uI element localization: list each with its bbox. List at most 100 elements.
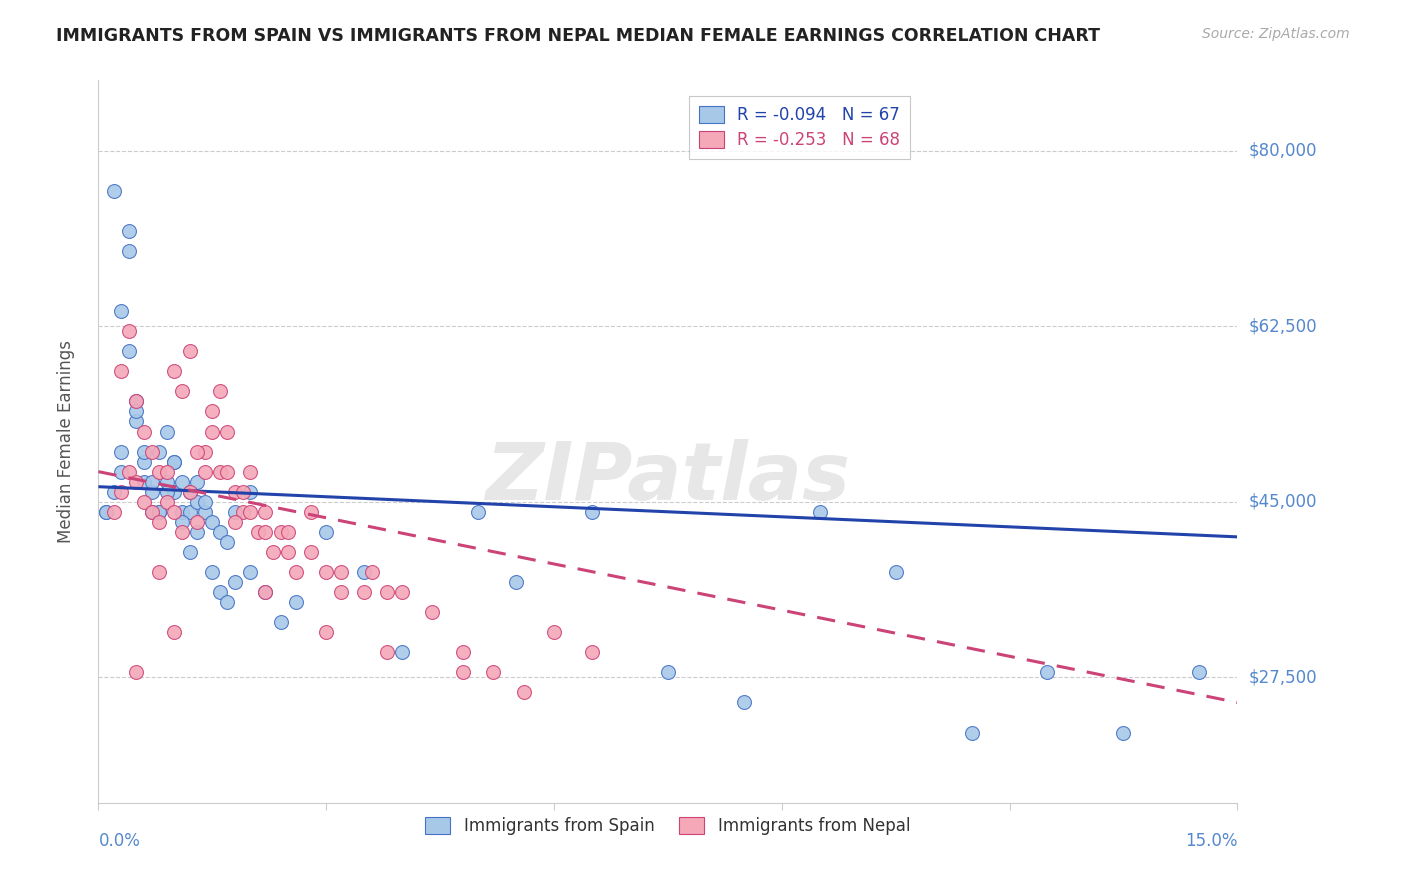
Point xyxy=(132,454,155,469)
Point xyxy=(208,585,231,599)
Point xyxy=(118,224,141,238)
Text: ZIPatlas: ZIPatlas xyxy=(485,439,851,516)
Point xyxy=(186,524,208,539)
Point xyxy=(141,444,163,458)
Point xyxy=(132,425,155,439)
Point xyxy=(103,184,125,198)
Point xyxy=(217,425,239,439)
Point xyxy=(217,465,239,479)
Point xyxy=(239,565,262,579)
Point xyxy=(125,394,148,409)
Point xyxy=(284,595,307,609)
Point xyxy=(277,524,299,539)
Point xyxy=(110,465,132,479)
Point xyxy=(179,344,201,359)
Point xyxy=(451,665,474,680)
Point xyxy=(125,665,148,680)
Point xyxy=(581,505,603,519)
Point xyxy=(353,585,375,599)
Point xyxy=(141,475,163,489)
Point xyxy=(132,444,155,458)
Point xyxy=(217,595,239,609)
Point xyxy=(118,244,141,258)
Point xyxy=(179,505,201,519)
Point xyxy=(163,505,186,519)
Point xyxy=(315,625,337,640)
Point xyxy=(330,565,353,579)
Point xyxy=(186,475,208,489)
Point xyxy=(163,625,186,640)
Point xyxy=(262,545,284,559)
Legend: Immigrants from Spain, Immigrants from Nepal: Immigrants from Spain, Immigrants from N… xyxy=(415,807,921,845)
Point xyxy=(224,484,246,499)
Point xyxy=(118,465,141,479)
Point xyxy=(110,304,132,318)
Point xyxy=(232,484,254,499)
Point xyxy=(125,394,148,409)
Point xyxy=(1112,725,1135,739)
Point xyxy=(224,574,246,589)
Point xyxy=(201,565,224,579)
Point xyxy=(1188,665,1211,680)
Point xyxy=(391,585,413,599)
Point xyxy=(353,565,375,579)
Point xyxy=(156,494,179,508)
Point xyxy=(125,404,148,418)
Point xyxy=(103,505,125,519)
Point xyxy=(512,685,534,699)
Point xyxy=(156,425,179,439)
Text: $27,500: $27,500 xyxy=(1249,668,1317,686)
Y-axis label: Median Female Earnings: Median Female Earnings xyxy=(56,340,75,543)
Point xyxy=(277,545,299,559)
Point xyxy=(170,524,193,539)
Point xyxy=(148,505,170,519)
Point xyxy=(208,465,231,479)
Point xyxy=(201,515,224,529)
Text: $80,000: $80,000 xyxy=(1249,142,1317,160)
Text: Source: ZipAtlas.com: Source: ZipAtlas.com xyxy=(1202,27,1350,41)
Point xyxy=(239,465,262,479)
Point xyxy=(224,505,246,519)
Point xyxy=(201,404,224,418)
Point xyxy=(422,605,444,619)
Point xyxy=(208,524,231,539)
Point xyxy=(360,565,382,579)
Point xyxy=(179,545,201,559)
Point xyxy=(170,515,193,529)
Point xyxy=(118,324,141,338)
Point xyxy=(148,444,170,458)
Point xyxy=(201,425,224,439)
Point xyxy=(194,465,217,479)
Point xyxy=(156,475,179,489)
Point xyxy=(118,344,141,359)
Point xyxy=(141,484,163,499)
Text: IMMIGRANTS FROM SPAIN VS IMMIGRANTS FROM NEPAL MEDIAN FEMALE EARNINGS CORRELATIO: IMMIGRANTS FROM SPAIN VS IMMIGRANTS FROM… xyxy=(56,27,1101,45)
Point xyxy=(103,484,125,499)
Point xyxy=(156,465,179,479)
Point xyxy=(543,625,565,640)
Point xyxy=(194,494,217,508)
Point xyxy=(170,384,193,399)
Point xyxy=(239,484,262,499)
Point xyxy=(330,585,353,599)
Point xyxy=(186,515,208,529)
Point xyxy=(186,444,208,458)
Point xyxy=(170,505,193,519)
Point xyxy=(94,505,117,519)
Text: 15.0%: 15.0% xyxy=(1185,831,1237,850)
Point xyxy=(254,585,277,599)
Point xyxy=(467,505,489,519)
Point xyxy=(217,534,239,549)
Point xyxy=(194,505,217,519)
Point xyxy=(1036,665,1059,680)
Point xyxy=(733,696,755,710)
Point xyxy=(657,665,679,680)
Point xyxy=(148,565,170,579)
Point xyxy=(270,615,292,630)
Point xyxy=(581,645,603,659)
Point xyxy=(186,494,208,508)
Point xyxy=(246,524,269,539)
Point xyxy=(391,645,413,659)
Point xyxy=(315,524,337,539)
Point xyxy=(270,524,292,539)
